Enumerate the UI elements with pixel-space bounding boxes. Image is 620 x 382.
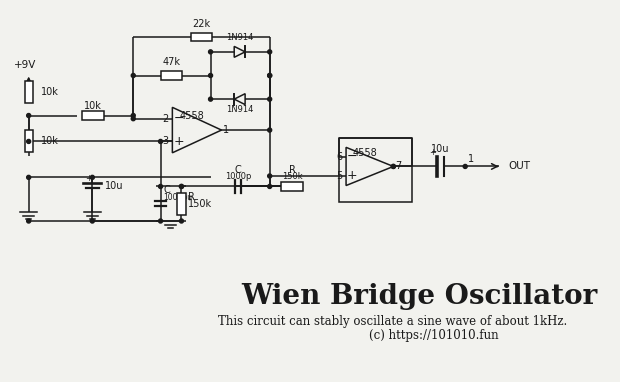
- Text: Wien Bridge Oscillator: Wien Bridge Oscillator: [242, 283, 598, 310]
- Text: R: R: [289, 165, 296, 175]
- Text: 47k: 47k: [162, 58, 180, 68]
- Circle shape: [463, 164, 467, 168]
- Text: 10k: 10k: [84, 100, 102, 110]
- Circle shape: [27, 139, 30, 143]
- Circle shape: [268, 50, 272, 54]
- Text: 10k: 10k: [40, 87, 58, 97]
- Text: 1N914: 1N914: [226, 33, 254, 42]
- Text: OUT: OUT: [508, 162, 530, 172]
- Text: +: +: [347, 170, 358, 183]
- Circle shape: [131, 113, 135, 118]
- Circle shape: [268, 73, 272, 78]
- Circle shape: [208, 73, 213, 78]
- Circle shape: [159, 139, 162, 143]
- Bar: [25, 130, 33, 152]
- Text: 4558: 4558: [180, 111, 205, 121]
- Text: 6: 6: [336, 152, 342, 162]
- Text: 1: 1: [223, 125, 229, 135]
- Text: 10u: 10u: [432, 144, 450, 154]
- Text: 10k: 10k: [40, 136, 58, 146]
- Text: −: −: [347, 151, 358, 163]
- Circle shape: [268, 128, 272, 132]
- Text: 4558: 4558: [353, 147, 378, 157]
- Text: 1000p: 1000p: [224, 172, 251, 181]
- Text: 5: 5: [336, 171, 342, 181]
- Text: R: R: [188, 192, 195, 202]
- Text: 1N914: 1N914: [226, 105, 254, 114]
- Circle shape: [179, 185, 184, 188]
- Text: +: +: [86, 174, 92, 183]
- Circle shape: [159, 219, 162, 223]
- Text: 1000pu: 1000pu: [163, 193, 192, 202]
- Circle shape: [131, 117, 135, 121]
- Circle shape: [268, 97, 272, 101]
- Circle shape: [27, 175, 30, 180]
- Text: This circuit can stably oscillate a sine wave of about 1kHz.: This circuit can stably oscillate a sine…: [218, 314, 567, 327]
- Text: 150k: 150k: [282, 172, 303, 181]
- Text: C: C: [234, 165, 241, 175]
- Bar: [339, 138, 412, 202]
- Text: C: C: [163, 185, 170, 195]
- Circle shape: [268, 185, 272, 188]
- Text: 22k: 22k: [192, 19, 211, 29]
- Circle shape: [268, 73, 272, 78]
- Circle shape: [208, 50, 213, 54]
- Circle shape: [27, 219, 30, 223]
- Text: (c) https://101010.fun: (c) https://101010.fun: [368, 329, 498, 342]
- Text: 150k: 150k: [188, 199, 212, 209]
- Text: 7: 7: [395, 162, 401, 172]
- Circle shape: [391, 164, 396, 168]
- Text: 3: 3: [162, 136, 169, 146]
- Circle shape: [159, 185, 162, 188]
- Bar: [190, 33, 213, 41]
- Circle shape: [268, 174, 272, 178]
- Text: 10u: 10u: [105, 181, 123, 191]
- Circle shape: [208, 97, 213, 101]
- Circle shape: [91, 175, 94, 180]
- Circle shape: [179, 219, 184, 223]
- Bar: [281, 182, 303, 191]
- Circle shape: [91, 219, 94, 223]
- Circle shape: [27, 113, 30, 118]
- Circle shape: [131, 73, 135, 78]
- Circle shape: [391, 164, 396, 168]
- Text: 2: 2: [162, 114, 169, 124]
- Bar: [25, 81, 33, 103]
- Text: +9V: +9V: [14, 60, 36, 70]
- Circle shape: [179, 185, 184, 188]
- Text: −: −: [174, 112, 184, 125]
- Text: +: +: [174, 135, 184, 148]
- Bar: [82, 112, 104, 120]
- Text: 1: 1: [468, 154, 474, 164]
- Text: +: +: [429, 147, 436, 157]
- Bar: [177, 193, 185, 215]
- Bar: [161, 71, 182, 79]
